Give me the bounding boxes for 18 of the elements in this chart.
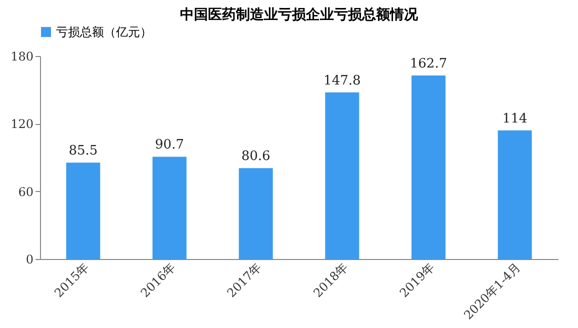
- y-tick-label: 0: [26, 252, 34, 266]
- data-label: 90.7: [155, 138, 184, 153]
- bar: [325, 92, 360, 259]
- y-tick-label: 180: [10, 50, 34, 64]
- data-label: 80.6: [241, 149, 270, 164]
- data-label: 114: [502, 111, 528, 126]
- y-tick-label: 60: [18, 184, 34, 199]
- chart-title: 中国医药制造业亏损企业亏损总额情况: [180, 6, 419, 23]
- bar: [412, 76, 446, 259]
- legend-label: 亏损总额（亿元）: [56, 25, 152, 39]
- bar: [238, 168, 273, 259]
- data-label: 162.7: [410, 56, 448, 72]
- data-label: 85.5: [68, 144, 98, 159]
- y-tick-label: 120: [10, 117, 34, 132]
- bar: [152, 156, 186, 259]
- bar: [498, 130, 532, 259]
- data-label: 147.8: [324, 73, 361, 88]
- bar: [66, 162, 100, 259]
